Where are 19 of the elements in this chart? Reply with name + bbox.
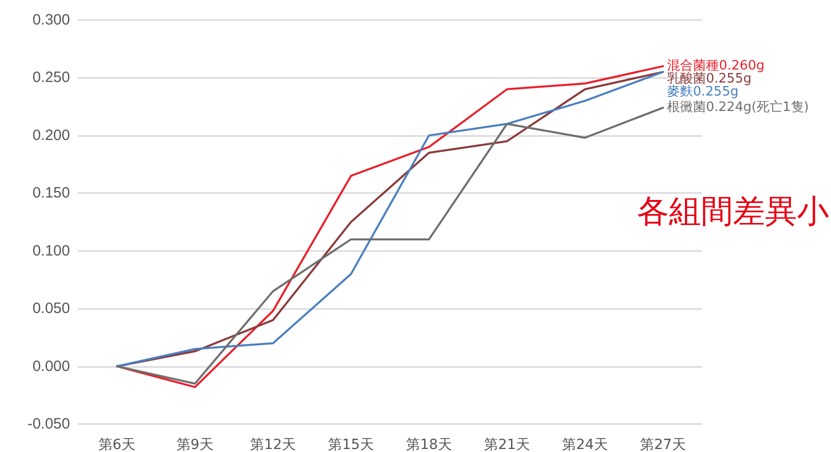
y-tick-label: 0.200 — [32, 126, 70, 144]
x-tick-label: 第27天 — [640, 437, 686, 452]
series-label: 麥麩0.255g — [667, 84, 738, 100]
series-label: 根黴菌0.224g(死亡1隻) — [667, 99, 809, 116]
y-tick-label: 0.150 — [32, 184, 70, 202]
y-tick-label: 0.100 — [32, 242, 70, 260]
y-tick-label: 0.000 — [32, 358, 70, 375]
y-tick-label: 0.250 — [32, 69, 70, 86]
x-tick-label: 第24天 — [562, 437, 608, 452]
y-tick-label: -0.050 — [27, 416, 70, 432]
y-tick-label: 0.050 — [32, 300, 70, 318]
x-tick-label: 第12天 — [250, 437, 296, 452]
x-tick-label: 第18天 — [406, 437, 452, 452]
annotation: 各組間差異小 — [637, 192, 829, 230]
x-tick-label: 第21天 — [484, 437, 530, 452]
x-tick-label: 第9天 — [176, 437, 214, 452]
x-tick-label: 第15天 — [328, 437, 374, 452]
y-tick-label: 0.300 — [32, 12, 70, 28]
x-tick-label: 第6天 — [98, 437, 136, 452]
